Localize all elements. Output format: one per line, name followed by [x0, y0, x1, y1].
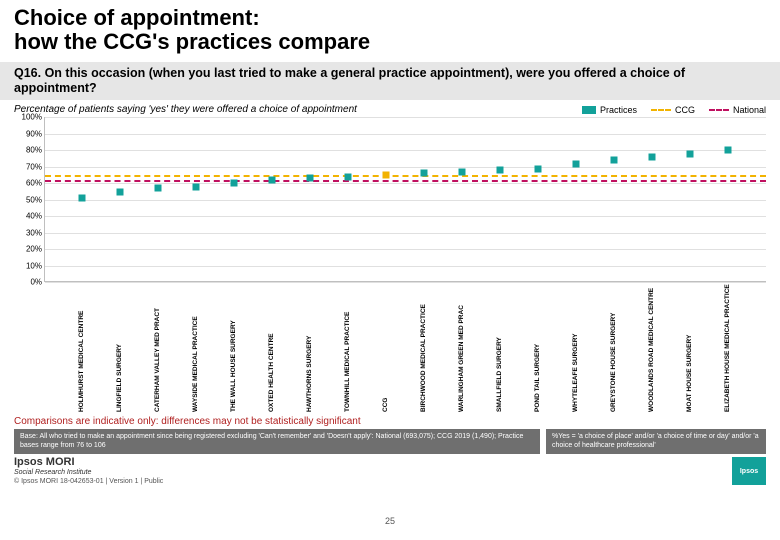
- data-point: [117, 188, 124, 195]
- data-point: [231, 180, 238, 187]
- copyright-text: © Ipsos MORI 18-042653-01 | Version 1 | …: [14, 478, 163, 486]
- x-category-label: TOWNHILL MEDICAL PRACTICE: [344, 282, 351, 412]
- y-tick-label: 60%: [14, 179, 42, 188]
- page-number: 25: [385, 516, 395, 526]
- x-category-label: HOLMHURST MEDICAL CENTRE: [78, 282, 85, 412]
- x-category-label: BIRCHWOOD MEDICAL PRACTICE: [420, 282, 427, 412]
- x-category-label: SMALLFIELD SURGERY: [496, 282, 503, 412]
- x-category-label: MOAT HOUSE SURGERY: [686, 282, 693, 412]
- data-point: [535, 165, 542, 172]
- y-tick-label: 100%: [14, 113, 42, 122]
- data-point: [649, 153, 656, 160]
- y-tick-label: 70%: [14, 162, 42, 171]
- x-category-label: CATERHAM VALLEY MED PRACT: [154, 282, 161, 412]
- data-point: [79, 195, 86, 202]
- chart-x-labels: HOLMHURST MEDICAL CENTRE LINGFIELD SURGER…: [14, 282, 766, 412]
- page-title: Choice of appointment:how the CCG's prac…: [14, 6, 766, 54]
- data-point: [725, 147, 732, 154]
- legend-label-practices: Practices: [600, 105, 637, 115]
- y-tick-label: 30%: [14, 228, 42, 237]
- data-point: [307, 175, 314, 182]
- x-category-label: ELIZABETH HOUSE MEDICAL PRACTICE: [724, 282, 731, 412]
- question-text: Q16. On this occasion (when you last tri…: [14, 66, 766, 96]
- y-tick-label: 10%: [14, 261, 42, 270]
- data-point: [687, 150, 694, 157]
- data-point: [497, 167, 504, 174]
- data-point: [611, 157, 618, 164]
- x-category-label: CCG: [382, 282, 389, 412]
- legend-label-national: National: [733, 105, 766, 115]
- x-category-label: WARLINGHAM GREEN MED PRAC: [458, 282, 465, 412]
- y-tick-label: 80%: [14, 146, 42, 155]
- data-point: [193, 183, 200, 190]
- x-category-label: THE WALL HOUSE SURGERY: [230, 282, 237, 412]
- legend-swatch-practices: [582, 106, 596, 114]
- chart-subtitle: Percentage of patients saying 'yes' they…: [14, 104, 357, 115]
- data-point: [459, 168, 466, 175]
- data-point: [345, 173, 352, 180]
- ipsos-logo: Ipsos: [732, 457, 766, 485]
- data-point: [383, 172, 390, 179]
- y-tick-label: 20%: [14, 245, 42, 254]
- data-point: [155, 185, 162, 192]
- x-category-label: GREYSTONE HOUSE SURGERY: [610, 282, 617, 412]
- question-band: Q16. On this occasion (when you last tri…: [0, 62, 780, 100]
- y-tick-label: 90%: [14, 129, 42, 138]
- footnote-definition: %Yes = 'a choice of place' and/or 'a cho…: [546, 429, 766, 454]
- x-category-label: LINGFIELD SURGERY: [116, 282, 123, 412]
- data-point: [573, 160, 580, 167]
- data-point: [421, 170, 428, 177]
- footnote-base: Base: All who tried to make an appointme…: [14, 429, 540, 454]
- y-tick-label: 50%: [14, 195, 42, 204]
- x-category-label: POND TAIL SURGERY: [534, 282, 541, 412]
- x-category-label: WOODLANDS ROAD MEDICAL CENTRE: [648, 282, 655, 412]
- comparisons-note: Comparisons are indicative only: differe…: [0, 412, 780, 429]
- chart-legend: Practices CCG National: [582, 105, 766, 115]
- x-category-label: WAYSIDE MEDICAL PRACTICE: [192, 282, 199, 412]
- legend-swatch-ccg: [651, 109, 671, 111]
- data-point: [269, 177, 276, 184]
- chart-area: 0%10%20%30%40%50%60%70%80%90%100%: [14, 117, 766, 282]
- x-category-label: HAWTHORNS SURGERY: [306, 282, 313, 412]
- x-category-label: WHYTELEAFE SURGERY: [572, 282, 579, 412]
- brand-name: Ipsos MORISocial Research Institute: [14, 456, 163, 478]
- y-tick-label: 40%: [14, 212, 42, 221]
- legend-label-ccg: CCG: [675, 105, 695, 115]
- x-category-label: OXTED HEALTH CENTRE: [268, 282, 275, 412]
- legend-swatch-national: [709, 109, 729, 111]
